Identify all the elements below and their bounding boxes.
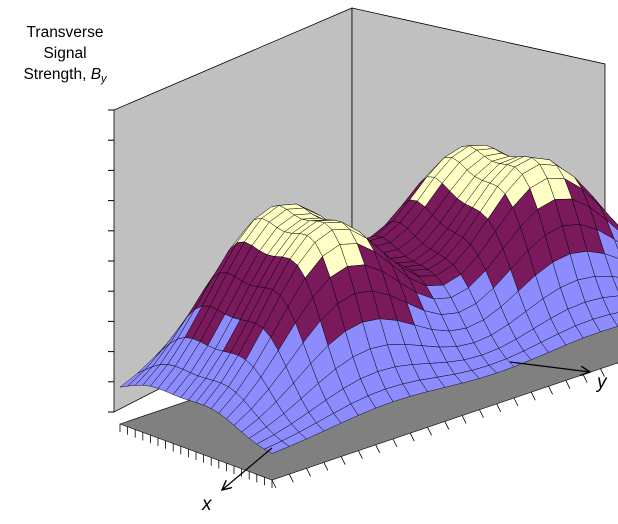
- y-tick: [306, 468, 311, 477]
- y-tick: [340, 456, 346, 465]
- y-tick: [513, 397, 519, 407]
- y-axis-label: y: [597, 372, 607, 393]
- y-axis-arrow: [509, 361, 590, 372]
- y-tick: [479, 409, 484, 418]
- z-axis-label-line-1: Transverse: [26, 24, 104, 41]
- y-tick: [409, 432, 415, 442]
- y-tick: [565, 380, 571, 389]
- z-axis-label-text: Strength,: [23, 66, 91, 83]
- z-axis-label-symbol: B: [90, 66, 102, 83]
- y-tick: [392, 438, 398, 448]
- x-axis-label: x: [202, 494, 212, 515]
- y-tick: [375, 444, 381, 454]
- y-tick: [444, 421, 450, 430]
- y-tick: [548, 386, 553, 395]
- surface-cell: [263, 440, 290, 454]
- y-tick: [530, 391, 536, 401]
- z-axis-label-line-3: Strength, By: [0, 64, 130, 90]
- z-axis-label-line-2: Signal: [43, 45, 87, 62]
- y-tick: [427, 427, 432, 436]
- x-axis-arrow: [222, 447, 273, 490]
- y-tick: [496, 403, 502, 413]
- z-axis-label: Transverse Signal Strength, By: [0, 22, 130, 90]
- y-tick: [461, 415, 467, 424]
- y-tick: [600, 368, 605, 377]
- surface-mesh: [119, 145, 618, 454]
- z-axis-label-subscript: y: [101, 73, 107, 85]
- y-tick: [271, 479, 277, 489]
- axis-arrows: [222, 361, 590, 490]
- y-tick: [323, 462, 329, 471]
- y-tick: [358, 450, 363, 459]
- z-axis-ticks: [108, 109, 114, 413]
- y-tick: [582, 374, 588, 383]
- y-tick: [288, 473, 294, 483]
- floor-ticks: [119, 362, 618, 489]
